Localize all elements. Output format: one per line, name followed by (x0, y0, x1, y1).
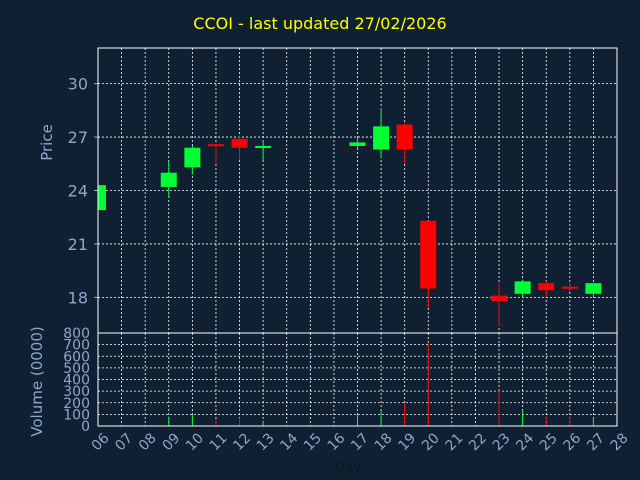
x-tick-label: 11 (207, 430, 231, 454)
volume-tick-label: 700 (63, 338, 90, 354)
candle-body (514, 281, 531, 294)
x-tick-label: 21 (443, 430, 467, 454)
x-tick-label: 14 (277, 430, 301, 454)
price-tick-label: 27 (68, 128, 88, 147)
x-tick-label: 10 (183, 430, 207, 454)
price-axis-label: Price (38, 124, 56, 161)
volume-tick-label: 0 (81, 419, 90, 435)
x-tick-label: 24 (513, 430, 537, 454)
volume-tick-label: 600 (63, 349, 90, 365)
volume-tick-label: 200 (63, 396, 90, 412)
x-tick-label: 27 (584, 430, 608, 454)
candle-body (420, 220, 437, 289)
volume-tick-label: 800 (63, 326, 90, 342)
x-tick-label: 07 (112, 430, 136, 454)
candle-body (349, 142, 366, 146)
candle-body (98, 185, 106, 211)
x-tick-label: 06 (89, 430, 113, 454)
candle-body (373, 126, 390, 150)
x-tick-label: 09 (159, 430, 183, 454)
candle-body (207, 144, 224, 147)
candle-body (396, 124, 413, 150)
x-tick-label: 28 (608, 430, 632, 454)
x-tick-label: 17 (348, 430, 372, 454)
candle-body (231, 138, 248, 148)
volume-tick-label: 500 (63, 361, 90, 377)
volume-axis-label: Volume (0000) (28, 326, 46, 436)
candle-body (491, 295, 508, 301)
candle-body (255, 145, 272, 148)
x-tick-label: 12 (230, 430, 254, 454)
volume-plot-border (97, 332, 618, 427)
x-tick-label: 16 (325, 430, 349, 454)
x-tick-label: 08 (136, 430, 160, 454)
price-tick-label: 24 (68, 182, 88, 201)
candle-body (538, 283, 555, 291)
candle-body (561, 286, 578, 289)
x-tick-label: 25 (537, 430, 561, 454)
volume-tick-label: 300 (63, 384, 90, 400)
x-tick-label: 23 (490, 430, 514, 454)
candle-body (184, 147, 201, 168)
x-tick-label: 22 (466, 430, 490, 454)
x-tick-label: 13 (254, 430, 278, 454)
price-tick-label: 18 (68, 288, 88, 307)
x-tick-label: 18 (372, 430, 396, 454)
candle-body (585, 283, 602, 294)
candle-body (160, 172, 177, 187)
price-tick-label: 30 (68, 75, 88, 94)
x-tick-label: 26 (561, 430, 585, 454)
volume-tick-label: 100 (63, 407, 90, 423)
volume-tick-label: 400 (63, 373, 90, 389)
price-tick-label: 21 (68, 235, 88, 254)
x-axis-label: Day (334, 460, 362, 476)
x-tick-label: 15 (301, 430, 325, 454)
x-tick-label: 19 (395, 430, 419, 454)
x-tick-label: 20 (419, 430, 443, 454)
chart-title: CCOI - last updated 27/02/2026 (193, 14, 447, 33)
